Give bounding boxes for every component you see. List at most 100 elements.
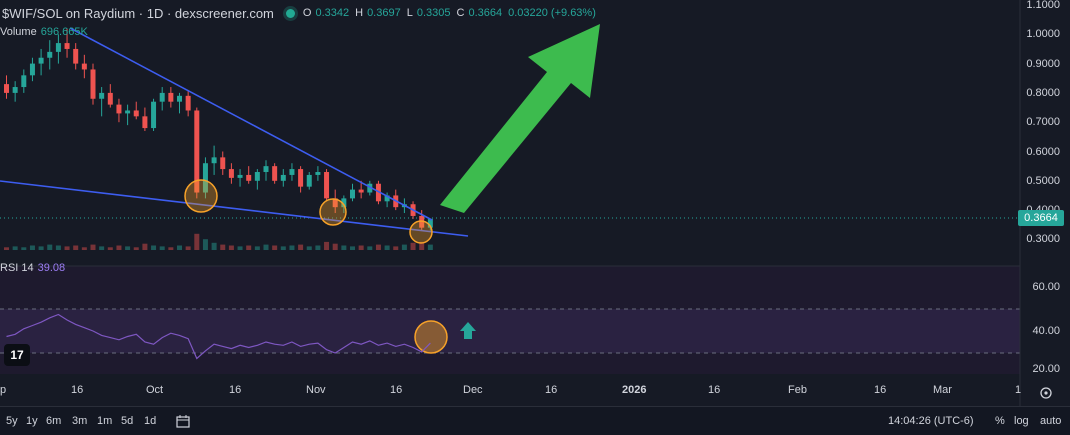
candle-up (427, 218, 433, 228)
volume-bar (159, 246, 165, 250)
candle-down (73, 48, 79, 64)
volume-bar (38, 246, 44, 250)
candle-up (55, 43, 61, 52)
support-circle (184, 179, 218, 213)
symbol-title[interactable]: $WIF/SOL on Raydium · 1D · dexscreener.c… (2, 5, 274, 21)
rsi-up-arrow (460, 322, 476, 339)
volume-bar (375, 244, 381, 250)
rsi-legend[interactable]: RSI 14 39.08 (0, 262, 65, 274)
candle-up (306, 174, 312, 187)
candle-down (246, 174, 252, 181)
candle-down (90, 69, 96, 99)
volume-bar (384, 245, 390, 250)
candle-down (324, 172, 330, 199)
rsi-axis-label: 20.00 (1032, 363, 1060, 375)
volume-bar (133, 247, 139, 250)
auto-toggle[interactable]: auto (1040, 415, 1062, 427)
time-axis-label: 1 (1015, 384, 1022, 396)
current-price-tag: 0.3664 (1018, 210, 1064, 226)
volume-bar (64, 246, 70, 250)
volume-bar (99, 246, 105, 250)
volume-bar (211, 242, 217, 250)
range-button-6m[interactable]: 6m (46, 415, 62, 427)
candle-down (116, 104, 122, 114)
percent-toggle[interactable]: % (995, 415, 1005, 427)
range-button-1m[interactable]: 1m (97, 415, 113, 427)
clock-time[interactable]: 14:04:26 (UTC-6) (888, 415, 974, 427)
volume-bar (289, 245, 295, 250)
volume-bar (142, 243, 148, 250)
log-toggle[interactable]: log (1014, 415, 1029, 427)
volume-bar (410, 242, 416, 250)
volume-bar (4, 247, 9, 250)
candle-up (177, 95, 182, 102)
range-button-3m[interactable]: 3m (72, 415, 88, 427)
time-axis-label: Nov (306, 384, 326, 396)
volume-bar (254, 246, 260, 250)
volume-bar (358, 245, 364, 250)
volume-bar (350, 246, 355, 250)
price-axis-label: 0.6000 (1026, 145, 1060, 158)
range-button-5y[interactable]: 5y (6, 415, 18, 427)
volume-bar (324, 241, 330, 250)
volume-bar (90, 244, 96, 250)
candle-up (99, 92, 105, 99)
candle-up (384, 195, 390, 202)
candle-down (419, 215, 425, 228)
candle-up (38, 57, 44, 64)
volume-bar (185, 246, 191, 250)
rsi-axis-label: 40.00 (1032, 325, 1060, 337)
volume-bar (151, 245, 157, 250)
range-button-1d[interactable]: 1d (144, 415, 157, 427)
volume-bar (298, 244, 304, 250)
candle-down (358, 189, 364, 193)
tradingview-logo[interactable]: 17 (4, 344, 30, 366)
volume-bar (220, 244, 226, 250)
low-value: 0.3305 (416, 7, 451, 19)
volume-bar (168, 247, 174, 250)
volume-bar (263, 244, 269, 250)
candle-down (194, 110, 200, 193)
open-label: O (302, 7, 312, 19)
volume-bar (194, 233, 200, 250)
volume-bar (272, 245, 278, 250)
volume-bar (73, 245, 79, 250)
time-axis-label: Mar (933, 384, 952, 396)
price-axis-label: 1.1000 (1026, 0, 1060, 11)
candle-up (263, 166, 269, 173)
candle-down (185, 95, 191, 111)
bottom-toolbar: 5y 1y 6m 3m 1m 5d 1d 14:04:26 (UTC-6) % log au… (0, 406, 1070, 435)
calendar-icon[interactable] (176, 415, 190, 431)
volume-bar (246, 245, 252, 250)
volume-legend[interactable]: Volume 696.665K (0, 26, 88, 38)
time-axis-label: Oct (146, 384, 164, 396)
volume-bar (419, 241, 425, 250)
candle-down (375, 183, 381, 202)
range-button-5d[interactable]: 5d (121, 415, 134, 427)
volume-bar (116, 245, 122, 250)
candle-up (211, 157, 217, 164)
candle-down (272, 166, 278, 181)
candle-down (107, 92, 113, 105)
volume-bar (202, 239, 208, 250)
range-button-1y[interactable]: 1y (26, 415, 38, 427)
rsi-circle (414, 320, 448, 354)
upper-trendline (69, 27, 433, 221)
settings-icon[interactable] (1040, 387, 1052, 399)
time-axis-label: 16 (545, 384, 558, 396)
volume-bar (47, 244, 53, 250)
rsi-line (6, 313, 431, 360)
support-circle (409, 220, 433, 244)
candle-up (254, 172, 260, 181)
time-axis-label: 16 (874, 384, 887, 396)
volume-bar (341, 245, 347, 250)
volume-bar (427, 244, 433, 250)
high-value: 0.3697 (367, 7, 401, 19)
time-axis-label: Feb (788, 384, 807, 396)
volume-bar (81, 247, 87, 250)
chart-canvas[interactable] (0, 0, 1070, 406)
volume-bar (125, 246, 131, 250)
low-label: L (406, 7, 413, 19)
time-axis-label: 16 (390, 384, 403, 396)
volume-label: Volume (0, 26, 37, 38)
